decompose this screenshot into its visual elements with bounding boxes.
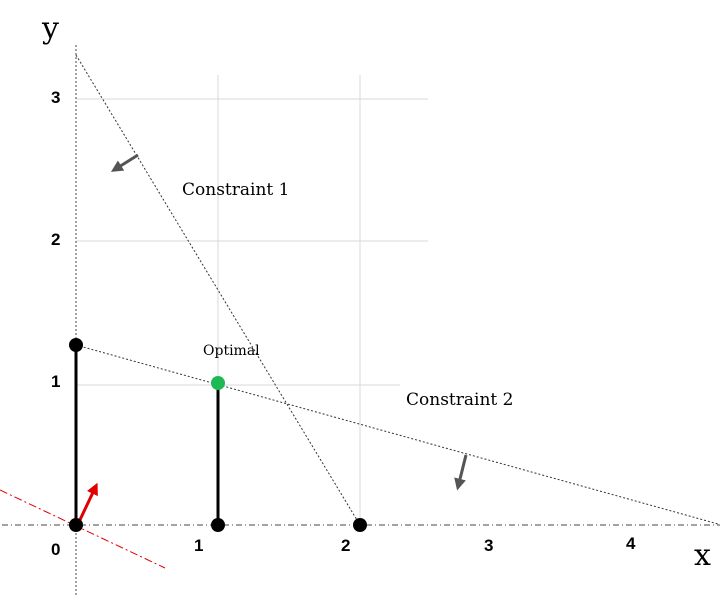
constraint2-label: Constraint 2: [406, 390, 513, 410]
x-tick-label: 1: [194, 536, 203, 555]
objective-line: [0, 489, 166, 569]
y-axis-label: y: [41, 11, 59, 46]
optimal-point: [211, 376, 225, 390]
y-tick-label: 2: [51, 230, 60, 249]
x-tick-label: 4: [626, 534, 636, 553]
vertex-y-intercept: [69, 338, 83, 352]
optimal-label: Optimal: [203, 343, 260, 359]
grid: [76, 75, 428, 525]
x-tick-label: 2: [341, 536, 350, 555]
constraint1-label: Constraint 1: [182, 180, 289, 200]
vertex-x1: [211, 518, 225, 532]
y-tick-label: 3: [51, 88, 60, 107]
constraint1-direction-arrow: [110, 153, 139, 172]
vertex-x2: [353, 518, 367, 532]
objective-gradient-arrow: [76, 482, 98, 525]
constraint1-line: [75, 54, 361, 526]
constraint2-line: [75, 344, 719, 525]
vertex-origin: [69, 518, 83, 532]
x-tick-label: 0: [51, 540, 60, 559]
constraint2-direction-arrow: [454, 454, 468, 491]
x-tick-label: 3: [484, 536, 493, 555]
x-axis-label: x: [694, 538, 711, 573]
y-tick-label: 1: [51, 372, 60, 391]
